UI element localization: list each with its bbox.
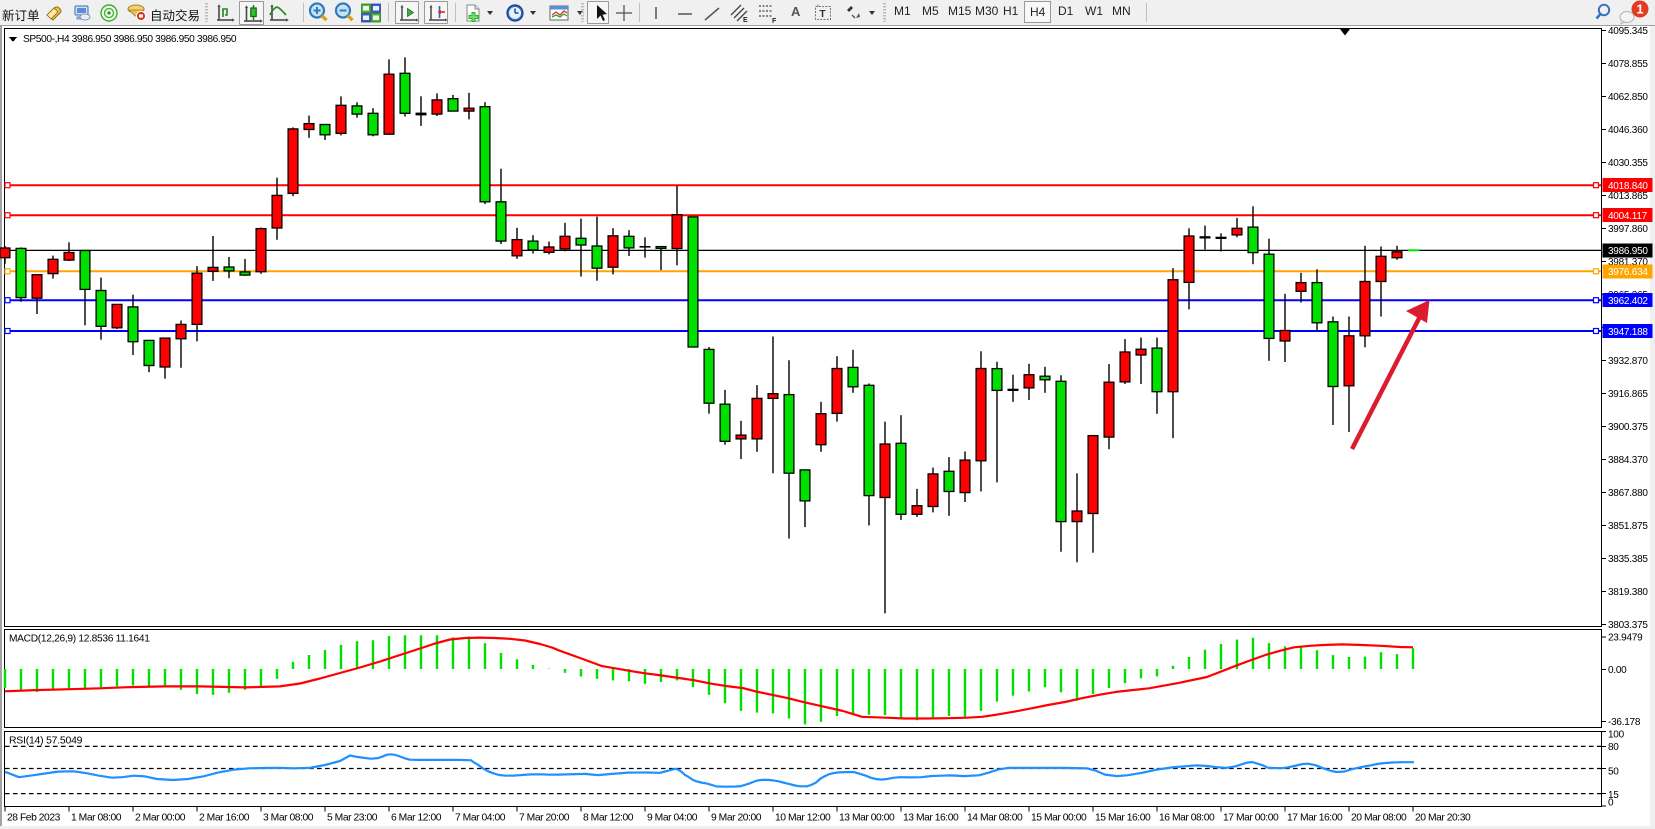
svg-text:3962.402: 3962.402	[1608, 296, 1648, 307]
svg-text:3997.860: 3997.860	[1608, 224, 1648, 235]
svg-text:4004.117: 4004.117	[1608, 211, 1648, 222]
svg-text:50: 50	[1608, 767, 1619, 778]
svg-text:E: E	[743, 17, 748, 24]
svg-text:1: 1	[1636, 2, 1643, 17]
svg-text:8 Mar 12:00: 8 Mar 12:00	[583, 813, 634, 824]
svg-text:15: 15	[1608, 790, 1619, 801]
svg-text:3900.375: 3900.375	[1608, 422, 1648, 433]
svg-text:17 Mar 16:00: 17 Mar 16:00	[1287, 813, 1343, 824]
svg-text:100: 100	[1608, 729, 1625, 740]
svg-text:0: 0	[1608, 798, 1614, 809]
svg-text:3835.385: 3835.385	[1608, 554, 1648, 565]
svg-text:MACD(12,26,9) 12.8536 11.1641: MACD(12,26,9) 12.8536 11.1641	[9, 634, 150, 645]
svg-text:14 Mar 08:00: 14 Mar 08:00	[967, 813, 1023, 824]
svg-text:23.9479: 23.9479	[1608, 633, 1643, 644]
svg-text:9 Mar 20:00: 9 Mar 20:00	[711, 813, 762, 824]
svg-text:9 Mar 04:00: 9 Mar 04:00	[647, 813, 698, 824]
svg-text:4046.360: 4046.360	[1608, 125, 1648, 136]
svg-text:3819.380: 3819.380	[1608, 587, 1648, 598]
svg-text:13 Mar 16:00: 13 Mar 16:00	[903, 813, 959, 824]
svg-text:20 Mar 20:30: 20 Mar 20:30	[1415, 813, 1471, 824]
svg-text:2 Mar 16:00: 2 Mar 16:00	[199, 813, 250, 824]
svg-text:7 Mar 04:00: 7 Mar 04:00	[455, 813, 506, 824]
svg-text:4013.865: 4013.865	[1608, 191, 1648, 202]
svg-text:3932.870: 3932.870	[1608, 356, 1648, 367]
svg-text:4078.855: 4078.855	[1608, 59, 1648, 70]
svg-text:3884.370: 3884.370	[1608, 455, 1648, 466]
svg-text:15 Mar 16:00: 15 Mar 16:00	[1095, 813, 1151, 824]
svg-text:4030.355: 4030.355	[1608, 158, 1648, 169]
svg-text:5 Mar 23:00: 5 Mar 23:00	[327, 813, 378, 824]
svg-text:3851.875: 3851.875	[1608, 521, 1648, 532]
svg-text:28 Feb 2023: 28 Feb 2023	[7, 813, 61, 824]
svg-text:3867.880: 3867.880	[1608, 488, 1648, 499]
svg-text:-36.178: -36.178	[1608, 717, 1641, 728]
svg-text:16 Mar 08:00: 16 Mar 08:00	[1159, 813, 1215, 824]
svg-text:3803.375: 3803.375	[1608, 620, 1648, 631]
svg-text:4062.850: 4062.850	[1608, 92, 1648, 103]
svg-text:3947.188: 3947.188	[1608, 327, 1648, 338]
svg-text:2 Mar 00:00: 2 Mar 00:00	[135, 813, 186, 824]
svg-text:13 Mar 00:00: 13 Mar 00:00	[839, 813, 895, 824]
svg-text:15 Mar 00:00: 15 Mar 00:00	[1031, 813, 1087, 824]
svg-text:4095.345: 4095.345	[1608, 26, 1648, 37]
svg-text:80: 80	[1608, 742, 1619, 753]
svg-text:3976.634: 3976.634	[1608, 267, 1648, 278]
svg-text:3916.865: 3916.865	[1608, 389, 1648, 400]
svg-text:4018.840: 4018.840	[1608, 181, 1648, 192]
svg-text:7 Mar 20:00: 7 Mar 20:00	[519, 813, 570, 824]
svg-text:6 Mar 12:00: 6 Mar 12:00	[391, 813, 442, 824]
svg-text:0.00: 0.00	[1608, 665, 1627, 676]
svg-text:17 Mar 00:00: 17 Mar 00:00	[1223, 813, 1279, 824]
svg-text:F: F	[772, 18, 777, 24]
svg-text:3 Mar 08:00: 3 Mar 08:00	[263, 813, 314, 824]
svg-text:3986.950: 3986.950	[1608, 246, 1648, 257]
svg-text:20 Mar 08:00: 20 Mar 08:00	[1351, 813, 1407, 824]
svg-text:10 Mar 12:00: 10 Mar 12:00	[775, 813, 831, 824]
svg-text:3981.370: 3981.370	[1608, 257, 1648, 268]
svg-text:1 Mar 08:00: 1 Mar 08:00	[71, 813, 122, 824]
svg-text:SP500-,H4 3986.950 3986.950 3: SP500-,H4 3986.950 3986.950 3986.950 398…	[23, 34, 237, 45]
svg-text:T: T	[820, 9, 826, 20]
svg-text:RSI(14) 57.5049: RSI(14) 57.5049	[9, 736, 83, 747]
